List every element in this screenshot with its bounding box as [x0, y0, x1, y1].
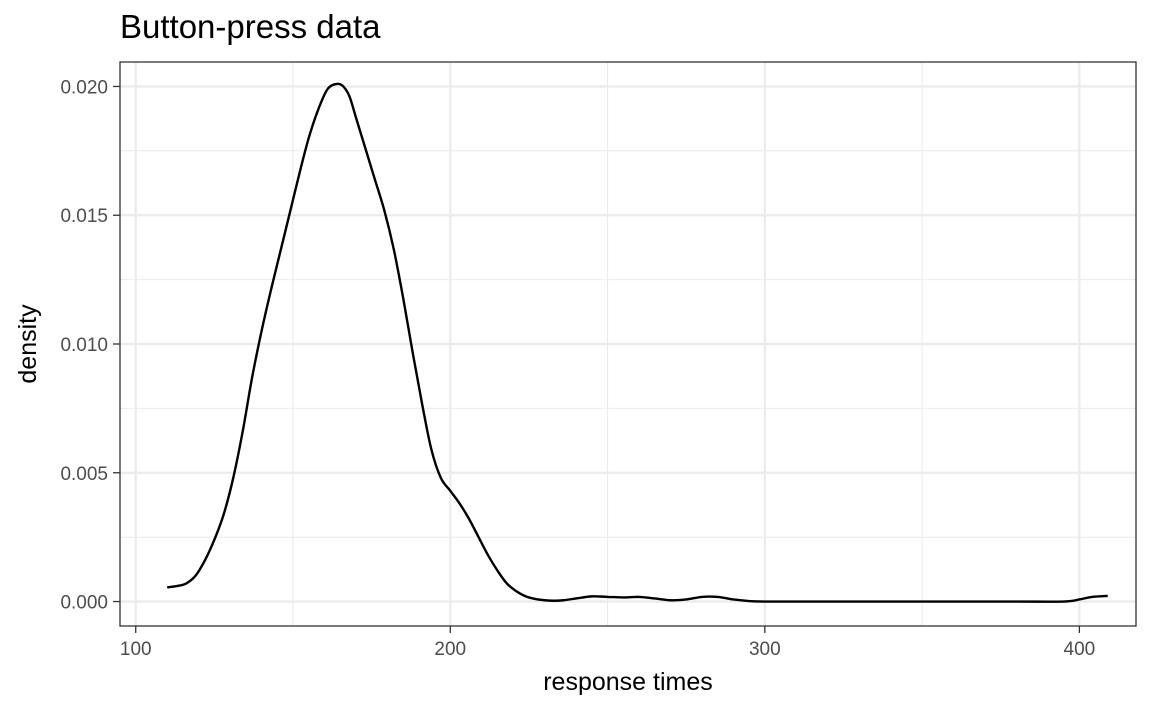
- y-tick-label: 0.000: [60, 593, 108, 614]
- x-tick-label: 300: [749, 639, 781, 660]
- y-axis-title: density: [14, 304, 42, 384]
- y-axis: 0.000 0.005 0.010 0.015 0.020: [60, 77, 120, 614]
- chart-title: Button-press data: [120, 8, 381, 45]
- x-tick-label: 100: [120, 639, 152, 660]
- x-tick-label: 400: [1064, 639, 1096, 660]
- y-tick-label: 0.020: [60, 77, 108, 98]
- x-axis: 100 200 300 400: [120, 626, 1095, 660]
- density-line: [167, 82, 1108, 603]
- x-axis-title: response times: [543, 668, 713, 696]
- major-gridlines: [120, 62, 1136, 626]
- y-tick-label: 0.005: [60, 464, 108, 485]
- y-tick-label: 0.010: [60, 335, 108, 356]
- minor-gridlines: [120, 62, 1136, 626]
- x-tick-label: 200: [434, 639, 466, 660]
- y-tick-label: 0.015: [60, 206, 108, 227]
